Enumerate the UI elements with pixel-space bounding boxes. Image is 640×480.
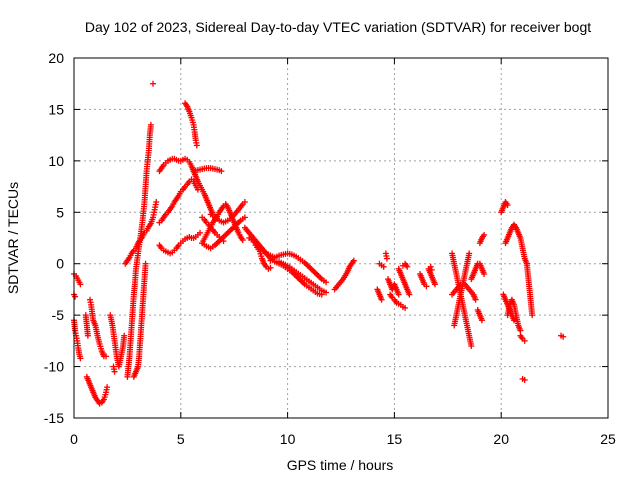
data-point — [529, 312, 536, 319]
data-point — [383, 255, 390, 262]
data-point — [466, 250, 473, 257]
data-point — [395, 291, 402, 298]
data-point — [142, 260, 149, 267]
data-point — [104, 384, 111, 391]
data-point — [517, 327, 524, 334]
data-point — [468, 343, 475, 349]
data-point — [239, 237, 246, 244]
x-tick-label: 0 — [70, 431, 78, 447]
x-tick-label: 10 — [280, 431, 296, 447]
x-tick-label: 25 — [600, 431, 616, 447]
data-point — [423, 283, 430, 290]
y-tick-label: -5 — [52, 307, 65, 323]
data-point — [431, 281, 438, 288]
data-point — [521, 376, 528, 383]
data-point — [103, 353, 110, 360]
y-tick-label: 5 — [56, 204, 64, 220]
y-tick-label: 0 — [56, 256, 64, 272]
y-tick-label: 20 — [48, 50, 64, 66]
y-tick-label: 10 — [48, 153, 64, 169]
data-point — [241, 199, 248, 205]
y-axis-label: SDTVAR / TECUs — [5, 182, 21, 294]
data-point — [402, 304, 409, 311]
plot-frame — [73, 57, 609, 419]
data-point — [193, 142, 200, 149]
data-point — [318, 291, 325, 298]
data-point — [472, 296, 479, 303]
x-tick-label: 15 — [387, 431, 403, 447]
x-axis-label: GPS time / hours — [287, 457, 394, 473]
chart-title: Day 102 of 2023, Sidereal Day-to-day VTE… — [85, 19, 591, 35]
y-tick-label: -10 — [44, 359, 64, 375]
data-point — [121, 332, 128, 339]
data-point — [150, 80, 157, 87]
x-tick-label: 5 — [177, 431, 185, 447]
data-point — [504, 202, 511, 209]
x-tick-label: 20 — [493, 431, 509, 447]
data-point — [406, 291, 413, 298]
axis-ticks — [73, 57, 609, 419]
data-point — [323, 279, 330, 286]
data-point — [323, 289, 330, 296]
data-point — [427, 263, 434, 270]
data-point — [241, 214, 248, 221]
data-point — [560, 333, 567, 340]
x-axis-tick-labels: 0 5 10 15 20 25 — [70, 431, 616, 447]
data-point — [481, 231, 488, 238]
data-point — [111, 368, 118, 375]
grid-lines — [74, 58, 608, 418]
data-point — [153, 199, 160, 205]
data-point — [481, 271, 488, 277]
data-point — [147, 121, 154, 128]
data-point — [77, 281, 84, 288]
data-point — [72, 293, 79, 300]
data-point — [521, 337, 528, 344]
data-points — [71, 80, 567, 407]
data-point — [380, 263, 387, 270]
y-tick-label: -15 — [44, 410, 64, 426]
data-point — [77, 355, 84, 362]
data-point — [267, 264, 274, 271]
data-point — [84, 332, 91, 339]
data-point — [404, 263, 411, 270]
data-point — [378, 296, 385, 303]
data-point — [478, 317, 485, 324]
y-axis-tick-labels: -15 -10 -5 0 5 10 15 20 — [44, 50, 64, 426]
y-tick-label: 15 — [48, 101, 64, 117]
data-point — [428, 266, 435, 273]
data-point — [511, 317, 518, 324]
data-point — [197, 229, 204, 236]
data-point — [350, 257, 357, 264]
data-point — [218, 168, 225, 175]
